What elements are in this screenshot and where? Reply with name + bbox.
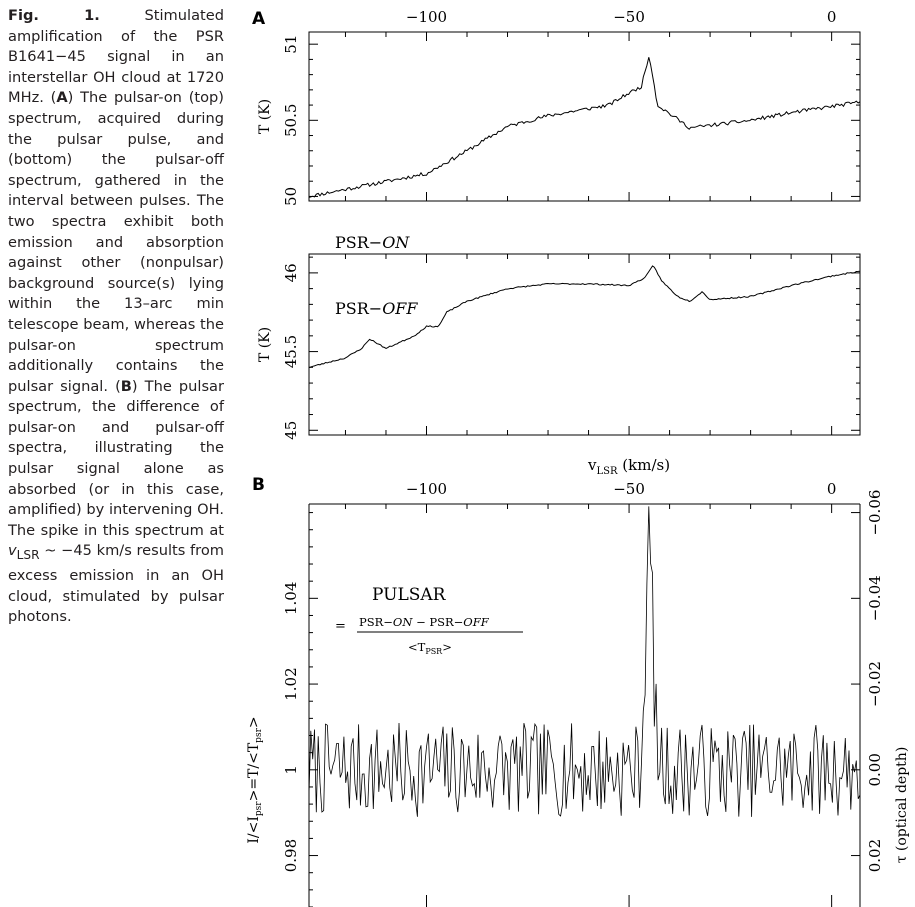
y-tick-label: 50	[282, 187, 300, 206]
ylabel-part-0: I/<I	[246, 816, 262, 844]
y-tick-label: 50.5	[282, 104, 300, 137]
x-tick-label: −100	[406, 8, 447, 26]
right-tick-label: 0.02	[866, 839, 884, 872]
formula-minus: − PSR−	[412, 615, 463, 629]
caption-text-3: ) The pulsar spectrum, the difference of…	[8, 377, 224, 539]
figure-caption: Fig. 1. Stimulated amplification of the …	[8, 6, 224, 628]
caption-v-symbol: v	[8, 542, 17, 560]
xlabel-unit: (km/s)	[618, 456, 671, 474]
y-tick-label: 46	[282, 263, 300, 282]
series-line-1	[308, 265, 861, 369]
panel-a-off-label-italic: OFF	[382, 299, 418, 318]
formula-denominator: <TPSR>	[408, 640, 452, 656]
panel-a-off-label-text: PSR−	[335, 299, 382, 318]
y-tick-label: 1	[282, 765, 300, 775]
panel-a-ylabel: T (K)	[257, 99, 273, 134]
ylabel-part-4: >	[246, 716, 262, 728]
caption-v-subscript: LSR	[16, 548, 40, 563]
caption-label-a: A	[56, 89, 68, 107]
ylabel-part-2: >=T/<T	[246, 742, 262, 801]
formula-num-a-it: ON	[393, 615, 413, 629]
panel-a-off-label: PSR−OFF	[335, 299, 418, 318]
x-tick-label: 0	[827, 8, 837, 26]
y-tick-label: 45	[282, 421, 300, 440]
xlabel-v: v	[587, 456, 597, 474]
ylabel-part-3: psr	[254, 727, 264, 742]
right-tick-label: −0.02	[866, 661, 884, 707]
formula-num-b-it: OFF	[463, 615, 489, 629]
panel-a-ylabel: T (K)	[257, 327, 273, 362]
panel-frame-0	[308, 31, 861, 202]
panel-b-ylabel: I/<Ipsr>=T/<Tpsr>	[246, 716, 264, 843]
right-tick-label: −0.04	[866, 575, 884, 621]
panel-frame-1	[308, 253, 861, 436]
right-tick-label: 0.00	[866, 753, 884, 786]
caption-text-4: ~ −45 km/s results from excess emission …	[8, 542, 224, 626]
formula-numerator: PSR−ON − PSR−OFF	[359, 615, 490, 629]
caption-label-b: B	[120, 377, 132, 395]
axes-layer: −100 −50 0 50 50.5 51 T (K) 45 45.5 46 T (K) −100 −5…	[257, 8, 884, 907]
y-tick-label: 1.04	[282, 582, 300, 615]
formula-den-pre: <T	[408, 640, 426, 654]
x-tick-label: −100	[406, 480, 447, 498]
caption-text-2: ) The pulsar-on (top) spectrum, acquired…	[8, 89, 224, 395]
y-tick-label: 51	[282, 35, 300, 54]
formula-num-a: PSR−	[359, 615, 393, 629]
x-tick-label: 0	[827, 480, 837, 498]
right-tick-label: −0.06	[866, 490, 884, 536]
panel-b-title: PULSAR	[372, 585, 447, 605]
figure-svg: −100 −50 0 50 50.5 51 T (K) 45 45.5 46 T (K) −100 −5…	[246, 8, 910, 907]
panel-a-on-label: PSR−ON	[335, 233, 410, 252]
y-tick-label: 45.5	[282, 335, 300, 368]
formula-den-post: >	[442, 640, 452, 654]
figure-panels: −100 −50 0 50 50.5 51 T (K) 45 45.5 46 T (K) −100 −5…	[238, 0, 915, 907]
panel-b-letter: B	[252, 475, 265, 495]
formula-den-sub: PSR	[425, 647, 443, 656]
formula-equals: =	[335, 619, 346, 634]
panel-a-letter: A	[252, 9, 266, 29]
panel-a-xlabel: vLSR (km/s)	[587, 456, 670, 477]
xlabel-sub: LSR	[596, 466, 617, 477]
series-line-0	[308, 57, 861, 198]
panel-a-label-on-italic: ON	[382, 233, 410, 252]
x-tick-label: −50	[613, 8, 645, 26]
panel-b-right-label: τ (optical depth)	[894, 747, 910, 864]
panel-a-label-on-text: PSR−	[335, 233, 382, 252]
ylabel-part-1: psr	[254, 801, 264, 816]
caption-text-1: Stimulated amplification of the PSR B164…	[8, 7, 224, 107]
series-line-2	[308, 506, 861, 817]
y-tick-label: 1.02	[282, 667, 300, 700]
x-tick-label: −50	[613, 480, 645, 498]
lines-layer	[308, 57, 861, 817]
y-tick-label: 0.98	[282, 839, 300, 872]
caption-fig-label: Fig. 1.	[8, 7, 100, 24]
